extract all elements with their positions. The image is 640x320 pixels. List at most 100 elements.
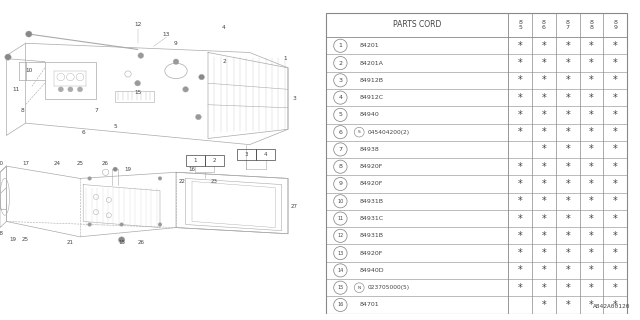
Text: 2: 2 (212, 158, 216, 163)
Text: 3: 3 (244, 152, 248, 157)
Text: *: * (518, 110, 522, 120)
Text: *: * (589, 127, 594, 137)
Text: 84940: 84940 (359, 112, 379, 117)
Text: A842A00120: A842A00120 (593, 304, 630, 309)
Text: 2: 2 (339, 60, 342, 66)
Text: 045404200(2): 045404200(2) (367, 130, 410, 135)
Text: *: * (613, 213, 618, 224)
Text: *: * (541, 300, 547, 310)
Text: 84701: 84701 (359, 302, 379, 308)
Text: *: * (541, 231, 547, 241)
Text: *: * (589, 92, 594, 103)
Text: *: * (565, 110, 570, 120)
Text: 84920F: 84920F (359, 164, 383, 169)
Text: *: * (541, 248, 547, 258)
Text: 8
9: 8 9 (613, 20, 618, 30)
Text: 12: 12 (337, 233, 344, 238)
Text: *: * (613, 179, 618, 189)
Text: 3: 3 (339, 78, 342, 83)
Text: *: * (541, 265, 547, 276)
Circle shape (26, 31, 32, 37)
Text: 84931B: 84931B (359, 233, 383, 238)
Text: 8: 8 (339, 164, 342, 169)
Text: 17: 17 (22, 161, 29, 165)
Circle shape (118, 237, 125, 243)
Text: 84201A: 84201A (359, 60, 383, 66)
Text: *: * (541, 213, 547, 224)
Text: 4: 4 (222, 25, 226, 30)
Text: 84912C: 84912C (359, 95, 383, 100)
Text: *: * (518, 58, 522, 68)
Text: 10: 10 (25, 68, 33, 73)
Text: *: * (565, 196, 570, 206)
Text: *: * (518, 213, 522, 224)
Text: *: * (565, 231, 570, 241)
Text: *: * (589, 41, 594, 51)
Text: 23: 23 (211, 179, 218, 184)
Text: 3: 3 (292, 96, 296, 101)
Text: *: * (518, 75, 522, 85)
Text: *: * (613, 41, 618, 51)
Text: *: * (613, 92, 618, 103)
Bar (115, 91, 154, 102)
Text: 26: 26 (102, 161, 109, 165)
Text: *: * (613, 196, 618, 206)
Text: 16: 16 (189, 167, 195, 172)
Text: 6: 6 (339, 130, 342, 135)
Text: *: * (518, 196, 522, 206)
Text: 84938: 84938 (359, 147, 379, 152)
Text: 14: 14 (337, 268, 344, 273)
Text: 84940D: 84940D (359, 268, 384, 273)
Bar (256, 149, 275, 160)
Circle shape (77, 87, 83, 92)
Circle shape (158, 223, 162, 226)
Text: *: * (518, 231, 522, 241)
Text: 84920F: 84920F (359, 181, 383, 187)
Text: *: * (541, 144, 547, 155)
Circle shape (88, 223, 92, 226)
Text: *: * (589, 283, 594, 293)
Text: *: * (613, 75, 618, 85)
Text: 84920F: 84920F (359, 251, 383, 256)
Text: *: * (613, 127, 618, 137)
Text: *: * (589, 110, 594, 120)
Text: *: * (565, 92, 570, 103)
Text: 84201: 84201 (359, 43, 379, 48)
Text: 8
8: 8 8 (589, 20, 593, 30)
Text: 25: 25 (77, 161, 83, 165)
Text: *: * (518, 265, 522, 276)
Text: *: * (565, 127, 570, 137)
Text: *: * (565, 300, 570, 310)
Text: 1: 1 (193, 158, 197, 163)
Text: 21: 21 (67, 240, 74, 245)
Text: *: * (541, 41, 547, 51)
Text: 15: 15 (337, 285, 344, 290)
Text: *: * (541, 58, 547, 68)
Text: 023705000(5): 023705000(5) (367, 285, 410, 290)
Text: 9: 9 (339, 181, 342, 187)
Text: *: * (589, 179, 594, 189)
Text: *: * (589, 162, 594, 172)
Text: 26: 26 (138, 240, 144, 245)
Text: 12: 12 (134, 22, 141, 27)
Text: 7: 7 (94, 108, 98, 113)
Text: *: * (565, 75, 570, 85)
Text: 84912B: 84912B (359, 78, 383, 83)
Text: *: * (518, 179, 522, 189)
Text: 5: 5 (339, 112, 342, 117)
Circle shape (196, 114, 201, 120)
Text: 16: 16 (337, 302, 344, 308)
Text: 11: 11 (12, 87, 20, 92)
Text: *: * (541, 92, 547, 103)
Text: *: * (613, 231, 618, 241)
Text: *: * (518, 41, 522, 51)
Text: *: * (565, 144, 570, 155)
Circle shape (135, 80, 141, 86)
Text: 10: 10 (337, 199, 344, 204)
Text: *: * (589, 213, 594, 224)
Text: N: N (358, 286, 361, 290)
Text: *: * (565, 265, 570, 276)
Text: *: * (613, 162, 618, 172)
Text: S: S (358, 130, 360, 134)
Text: 84931C: 84931C (359, 216, 383, 221)
